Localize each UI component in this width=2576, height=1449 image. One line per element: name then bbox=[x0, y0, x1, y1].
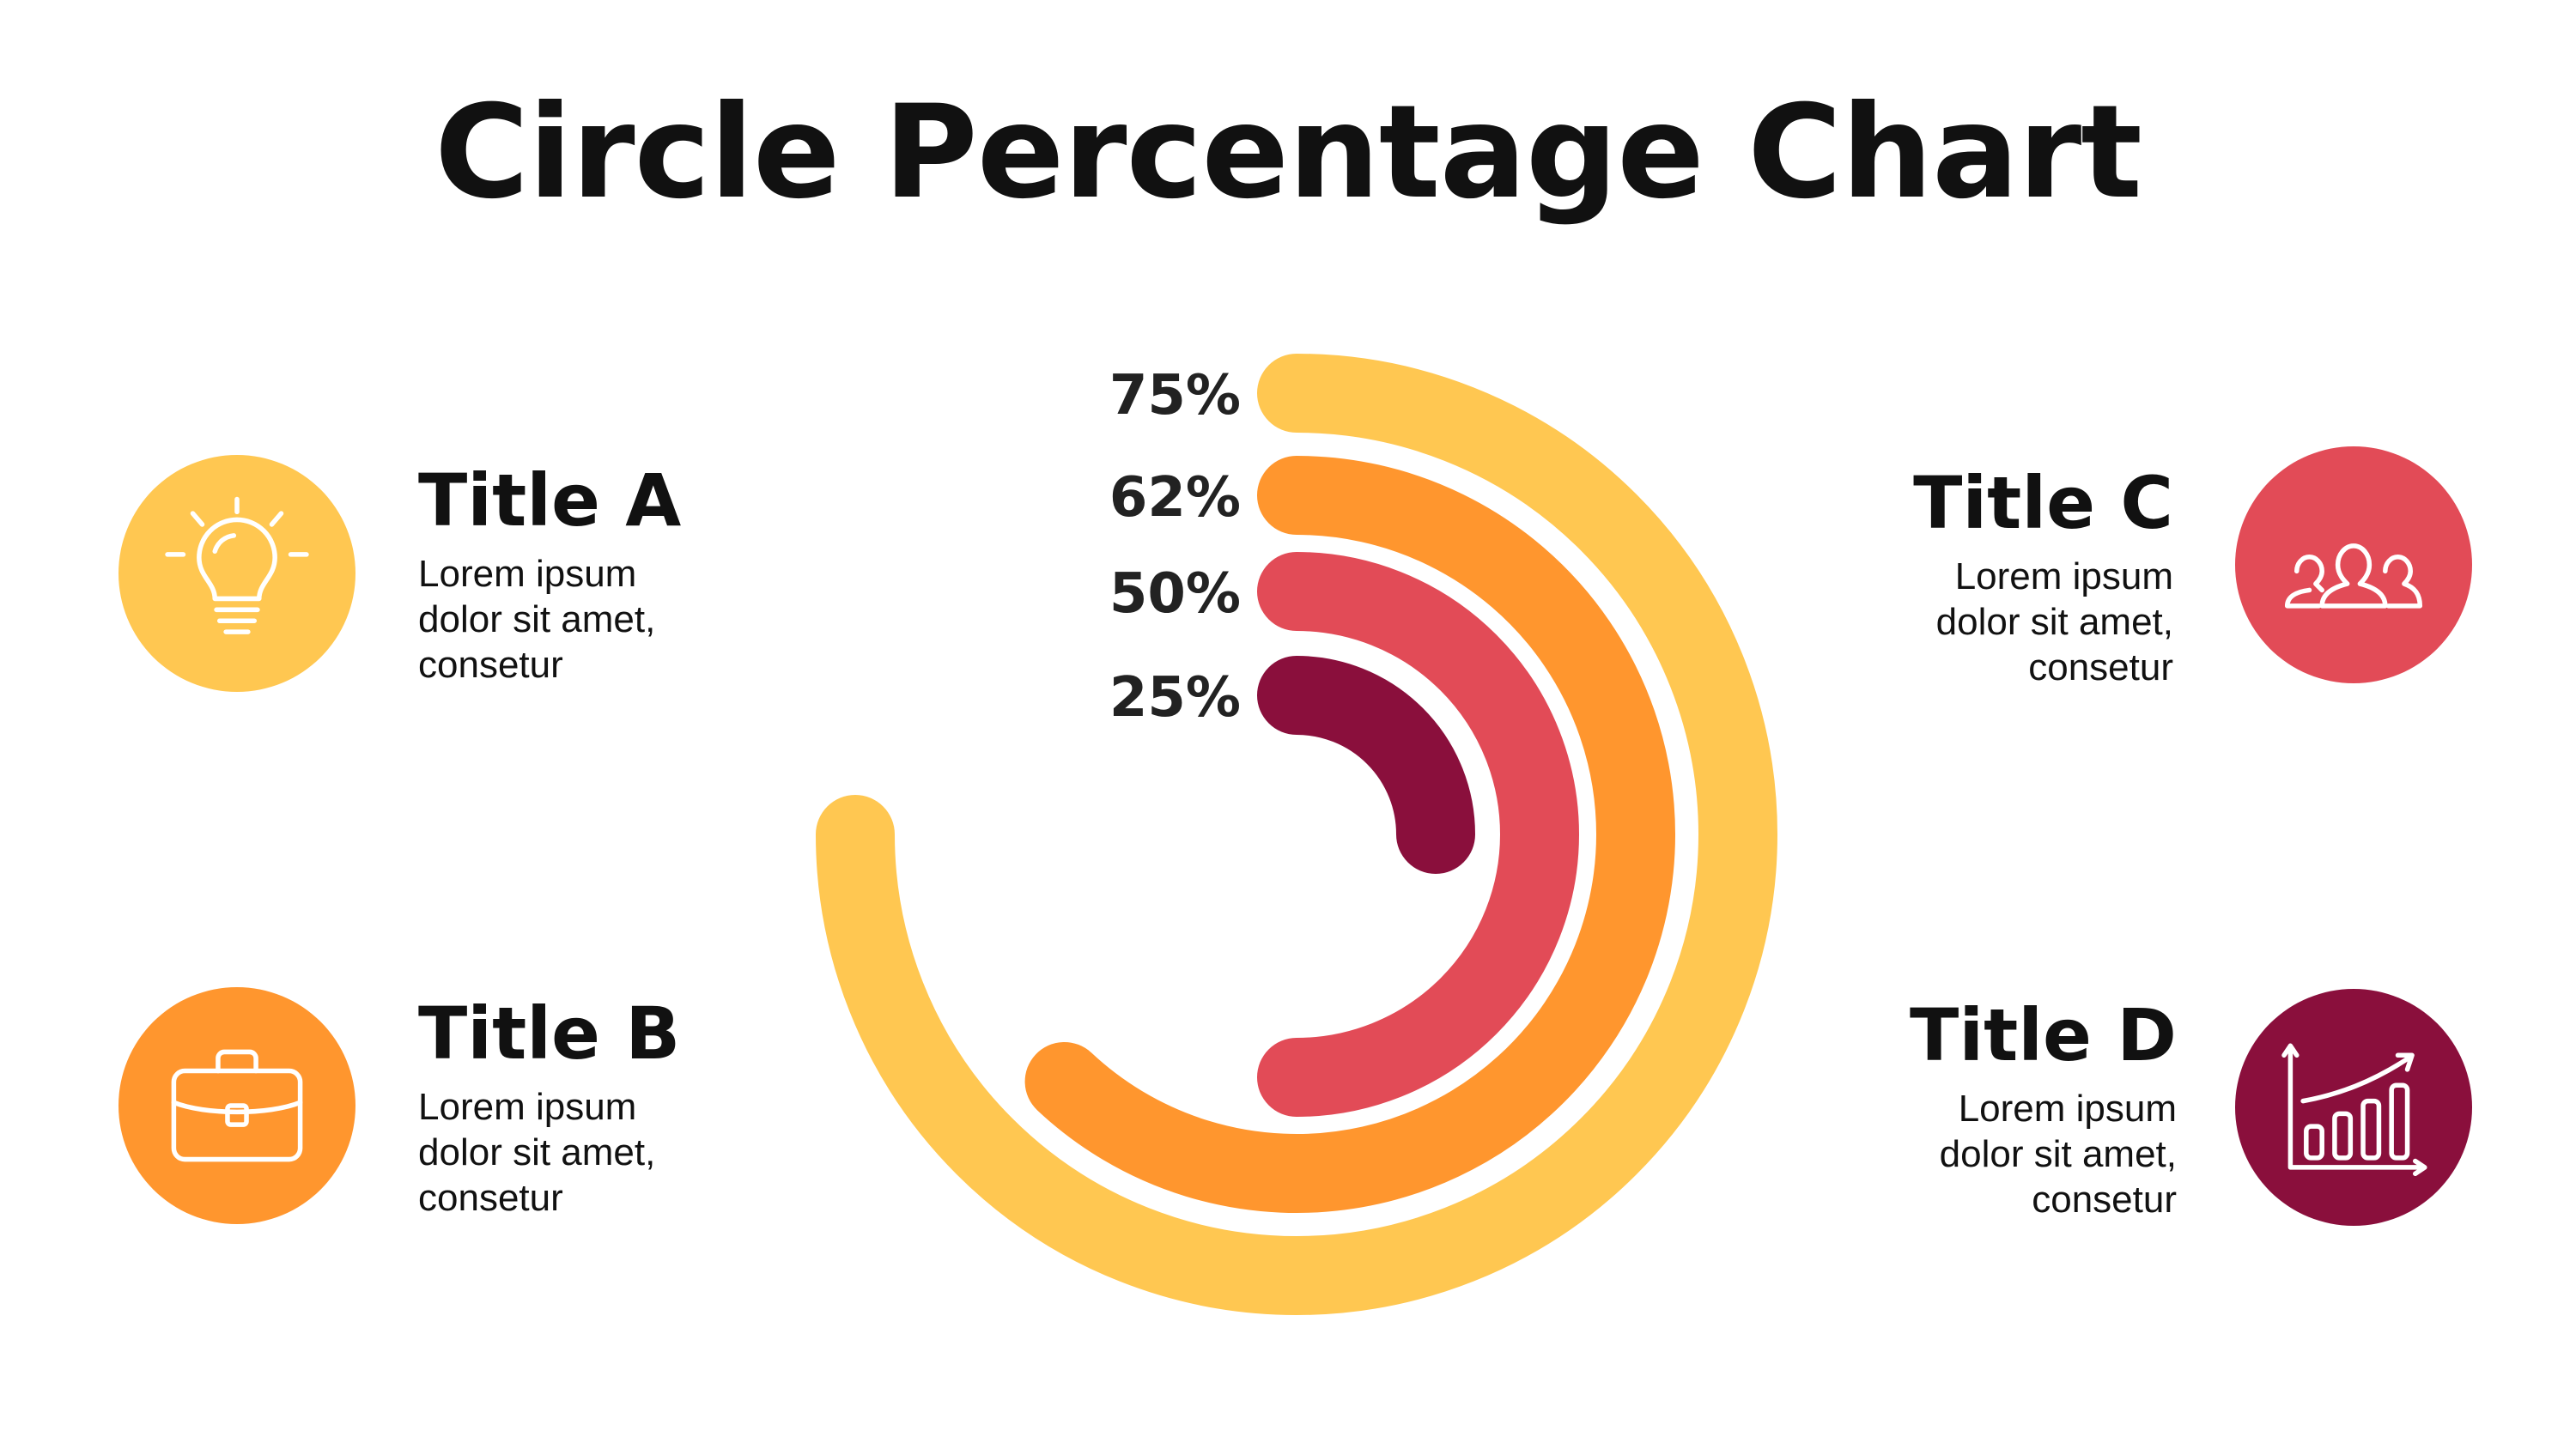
item-a: Title A Lorem ipsum dolor sit amet, cons… bbox=[418, 461, 1036, 688]
item-c-description: Lorem ipsum dolor sit amet, consetur bbox=[1935, 555, 2173, 688]
item-a-icon-circle bbox=[118, 455, 355, 692]
item-d-icon-circle bbox=[2235, 989, 2472, 1226]
item-a-title: Title A bbox=[418, 458, 682, 543]
arc-label-75: 75% bbox=[1109, 364, 1241, 427]
item-a-description: Lorem ipsum dolor sit amet, consetur bbox=[418, 553, 656, 686]
item-c-icon-circle bbox=[2235, 446, 2472, 683]
arc-label-62: 62% bbox=[1109, 466, 1241, 530]
item-d: Title D Lorem ipsum dolor sit amet, cons… bbox=[1558, 996, 2177, 1223]
item-b-title: Title B bbox=[418, 991, 681, 1076]
item-b-description: Lorem ipsum dolor sit amet, consetur bbox=[418, 1086, 656, 1219]
arc-label-50: 50% bbox=[1109, 562, 1241, 626]
item-c-title: Title C bbox=[1913, 461, 2173, 545]
item-b-icon-circle bbox=[118, 987, 355, 1224]
arc-25 bbox=[1257, 656, 1475, 874]
item-d-description: Lorem ipsum dolor sit amet, consetur bbox=[1939, 1088, 2177, 1221]
page-title: Circle Percentage Chart bbox=[434, 78, 2142, 227]
item-b: Title B Lorem ipsum dolor sit amet, cons… bbox=[418, 994, 1036, 1222]
lightbulb-icon bbox=[165, 496, 309, 634]
item-c: Title C Lorem ipsum dolor sit amet, cons… bbox=[1555, 464, 2173, 691]
item-d-title: Title D bbox=[1910, 993, 2177, 1077]
arc-62 bbox=[1024, 456, 1675, 1213]
arc-75 bbox=[816, 354, 1777, 1315]
briefcase-icon bbox=[171, 1049, 303, 1162]
arc-50 bbox=[1257, 552, 1579, 1117]
growth-chart-icon bbox=[2281, 1043, 2427, 1177]
arc-label-25: 25% bbox=[1109, 666, 1241, 730]
users-icon bbox=[2284, 543, 2423, 609]
